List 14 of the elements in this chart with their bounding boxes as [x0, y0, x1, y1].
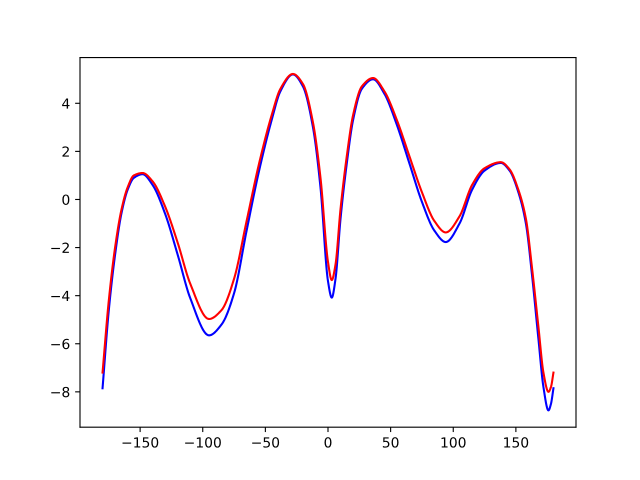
x-tick-label: −150	[122, 437, 158, 448]
x-tick-label: 50	[382, 437, 399, 448]
y-tick-label: 4	[62, 98, 70, 109]
y-tick-label: −4	[51, 290, 70, 301]
x-tick-label: 100	[442, 437, 466, 448]
x-tick-label: −100	[185, 437, 221, 448]
y-tick-label: −6	[51, 338, 70, 350]
x-tick-label: −50	[252, 437, 280, 448]
y-tick-label: −8	[51, 386, 70, 398]
y-tick-label: 0	[62, 194, 70, 205]
x-tick-label: 150	[504, 437, 528, 448]
y-tick-label: −2	[51, 242, 69, 253]
y-tick-label: 2	[62, 146, 69, 157]
x-tick-label: 0	[324, 437, 332, 448]
